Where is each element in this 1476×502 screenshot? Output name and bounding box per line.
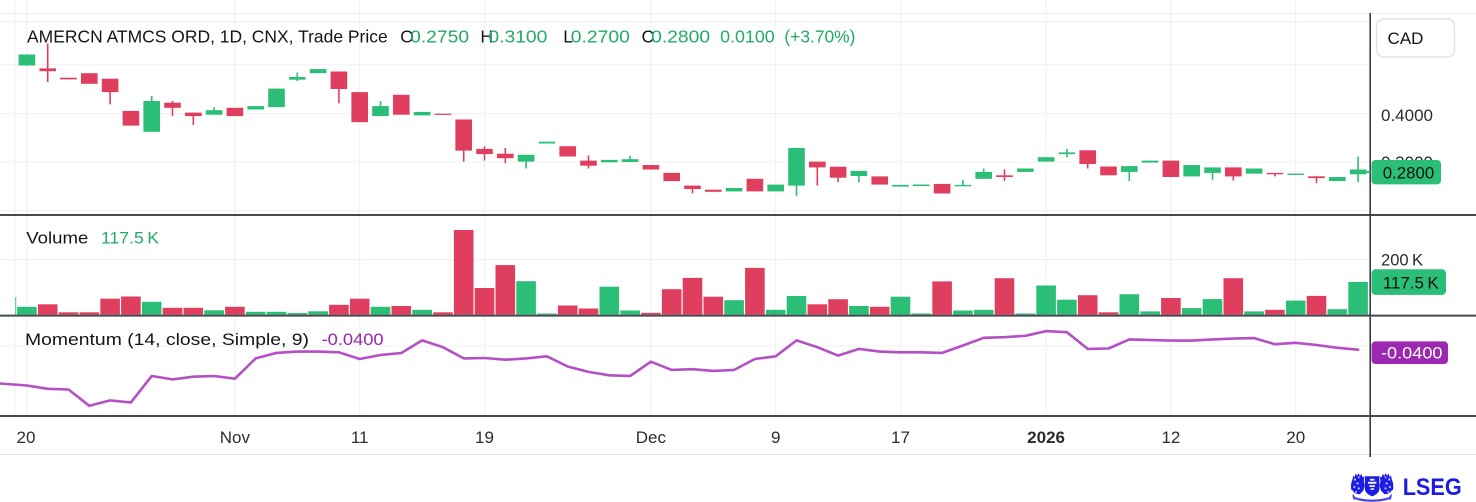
svg-text:Dec: Dec xyxy=(636,428,667,447)
svg-text:12: 12 xyxy=(1161,428,1180,447)
svg-text:17: 17 xyxy=(891,428,910,447)
svg-text:L: L xyxy=(563,27,573,47)
svg-text:200 K: 200 K xyxy=(1381,251,1424,270)
svg-text:CAD: CAD xyxy=(1388,29,1424,48)
svg-text:-0.0400: -0.0400 xyxy=(322,330,384,349)
svg-text:0.2800: 0.2800 xyxy=(1383,163,1435,182)
svg-text:C: C xyxy=(642,27,655,47)
svg-text:2026: 2026 xyxy=(1027,428,1065,447)
svg-text:-0.0400: -0.0400 xyxy=(1381,344,1443,363)
svg-text:Volume: Volume xyxy=(26,229,88,248)
svg-text:19: 19 xyxy=(475,428,494,447)
svg-text:0.2750: 0.2750 xyxy=(410,27,469,47)
svg-text:0.2800: 0.2800 xyxy=(651,27,710,47)
svg-text:O: O xyxy=(400,27,414,47)
svg-text:H: H xyxy=(480,27,493,47)
svg-text:Momentum (14, close, Simple, 9: Momentum (14, close, Simple, 9) xyxy=(25,330,309,349)
svg-text:20: 20 xyxy=(1286,428,1305,447)
svg-text:117.5 K: 117.5 K xyxy=(101,229,160,248)
svg-text:LSEG: LSEG xyxy=(1403,474,1462,501)
svg-text:117.5 K: 117.5 K xyxy=(1383,273,1440,292)
svg-text:AMERCN ATMCS ORD, 1D, CNX, Tra: AMERCN ATMCS ORD, 1D, CNX, Trade Price xyxy=(27,27,388,47)
svg-text:20: 20 xyxy=(17,428,36,447)
svg-text:0.3100: 0.3100 xyxy=(488,27,547,47)
svg-text:0.2700: 0.2700 xyxy=(571,27,630,47)
svg-text:0.4000: 0.4000 xyxy=(1381,106,1433,125)
svg-text:Nov: Nov xyxy=(220,428,251,447)
svg-text:9: 9 xyxy=(771,428,780,447)
svg-text:0.0100: 0.0100 xyxy=(720,27,775,47)
svg-text:(+3.70%): (+3.70%) xyxy=(784,27,855,47)
svg-text:11: 11 xyxy=(351,428,369,447)
